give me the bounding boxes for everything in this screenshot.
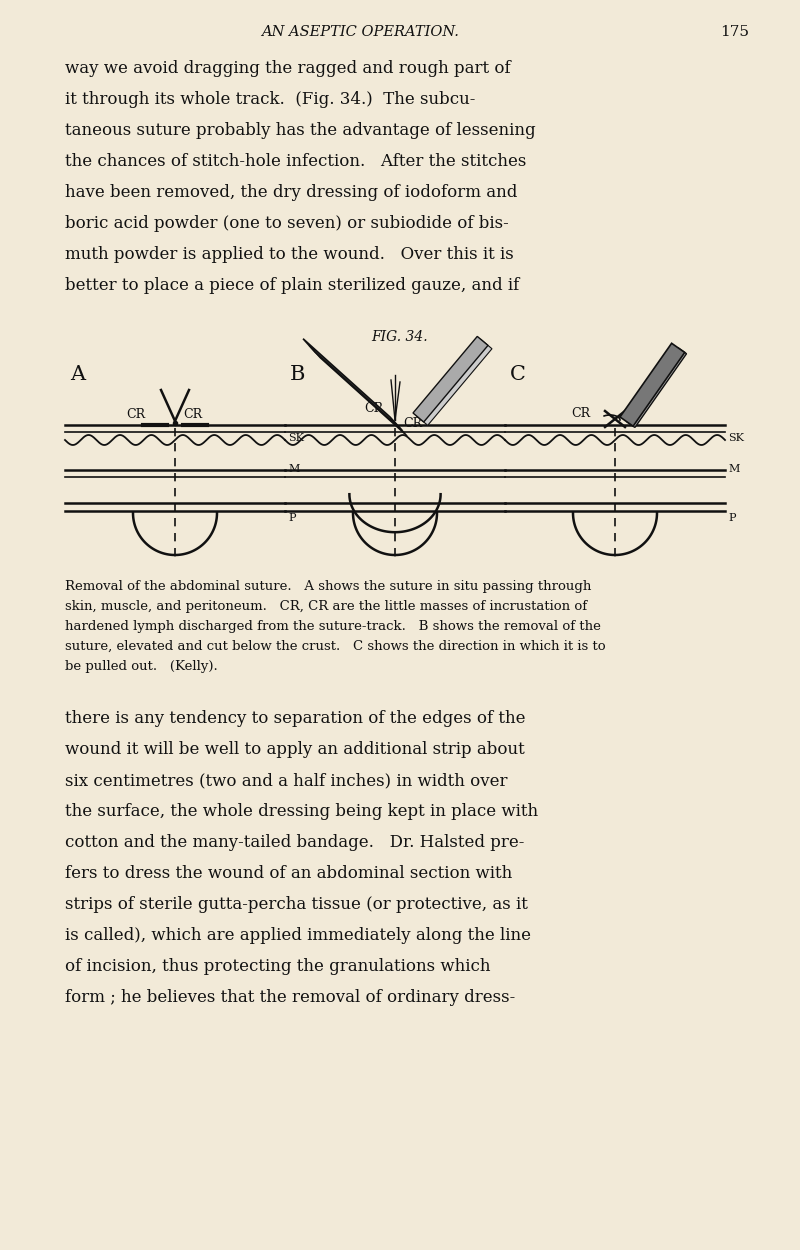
Text: CR: CR: [126, 408, 145, 421]
Text: 175: 175: [720, 25, 749, 39]
Text: of incision, thus protecting the granulations which: of incision, thus protecting the granula…: [65, 958, 490, 975]
Text: way we avoid dragging the ragged and rough part of: way we avoid dragging the ragged and rou…: [65, 60, 510, 78]
Text: CR: CR: [623, 408, 642, 420]
Text: suture, elevated and cut below the crust.   C shows the direction in which it is: suture, elevated and cut below the crust…: [65, 640, 606, 652]
Text: form ; he believes that the removal of ordinary dress-: form ; he believes that the removal of o…: [65, 989, 515, 1006]
Text: boric acid powder (one to seven) or subiodide of bis-: boric acid powder (one to seven) or subi…: [65, 215, 509, 232]
Text: SK: SK: [288, 432, 304, 442]
Text: there is any tendency to separation of the edges of the: there is any tendency to separation of t…: [65, 710, 526, 727]
Text: CR: CR: [364, 402, 383, 415]
Text: CR: CR: [183, 408, 202, 421]
Text: CR: CR: [571, 408, 590, 420]
Text: SK: SK: [728, 432, 744, 442]
Text: B: B: [290, 365, 306, 384]
Text: FIG. 34.: FIG. 34.: [372, 330, 428, 344]
Text: strips of sterile gutta-percha tissue (or protective, as it: strips of sterile gutta-percha tissue (o…: [65, 896, 528, 912]
Text: A: A: [70, 365, 85, 384]
Text: cotton and the many-tailed bandage.   Dr. Halsted pre-: cotton and the many-tailed bandage. Dr. …: [65, 834, 524, 851]
Text: the surface, the whole dressing being kept in place with: the surface, the whole dressing being ke…: [65, 802, 538, 820]
Text: better to place a piece of plain sterilized gauze, and if: better to place a piece of plain sterili…: [65, 278, 519, 294]
Text: skin, muscle, and peritoneum.   CR, CR are the little masses of incrustation of: skin, muscle, and peritoneum. CR, CR are…: [65, 600, 587, 612]
Polygon shape: [620, 344, 685, 426]
Text: it through its whole track.  (Fig. 34.)  The subcu-: it through its whole track. (Fig. 34.) T…: [65, 91, 475, 108]
Polygon shape: [626, 348, 686, 428]
Polygon shape: [413, 336, 488, 422]
Text: muth powder is applied to the wound.   Over this it is: muth powder is applied to the wound. Ove…: [65, 246, 514, 262]
Text: Removal of the abdominal suture.   A shows the suture in situ passing through: Removal of the abdominal suture. A shows…: [65, 580, 591, 592]
Text: the chances of stitch-hole infection.   After the stitches: the chances of stitch-hole infection. Af…: [65, 152, 526, 170]
Text: have been removed, the dry dressing of iodoform and: have been removed, the dry dressing of i…: [65, 184, 518, 201]
Text: P: P: [288, 512, 295, 522]
Text: AN ASEPTIC OPERATION.: AN ASEPTIC OPERATION.: [261, 25, 459, 39]
Polygon shape: [416, 339, 492, 425]
Text: hardened lymph discharged from the suture-track.   B shows the removal of the: hardened lymph discharged from the sutur…: [65, 620, 601, 632]
Text: is called), which are applied immediately along the line: is called), which are applied immediatel…: [65, 928, 531, 944]
Text: CR: CR: [403, 418, 422, 430]
Polygon shape: [309, 345, 407, 436]
Text: M: M: [728, 464, 739, 474]
Text: fers to dress the wound of an abdominal section with: fers to dress the wound of an abdominal …: [65, 865, 512, 882]
Text: P: P: [728, 512, 735, 522]
Text: C: C: [510, 365, 526, 384]
Text: M: M: [288, 464, 299, 474]
Text: taneous suture probably has the advantage of lessening: taneous suture probably has the advantag…: [65, 122, 536, 139]
Polygon shape: [303, 339, 402, 430]
Text: wound it will be well to apply an additional strip about: wound it will be well to apply an additi…: [65, 741, 525, 758]
Text: be pulled out.   (Kelly).: be pulled out. (Kelly).: [65, 660, 218, 672]
Text: six centimetres (two and a half inches) in width over: six centimetres (two and a half inches) …: [65, 772, 507, 789]
